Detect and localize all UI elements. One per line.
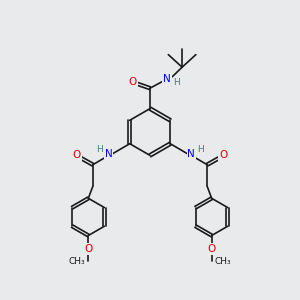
Text: O: O <box>208 244 216 254</box>
Text: O: O <box>219 150 227 160</box>
Text: N: N <box>188 148 195 159</box>
Text: CH₃: CH₃ <box>69 256 85 266</box>
Text: H: H <box>197 145 204 154</box>
Text: CH₃: CH₃ <box>215 256 231 266</box>
Text: O: O <box>73 150 81 160</box>
Text: N: N <box>105 148 112 159</box>
Text: O: O <box>84 244 92 254</box>
Text: N: N <box>163 74 171 84</box>
Text: H: H <box>173 78 179 87</box>
Text: H: H <box>96 145 103 154</box>
Text: O: O <box>129 77 137 87</box>
